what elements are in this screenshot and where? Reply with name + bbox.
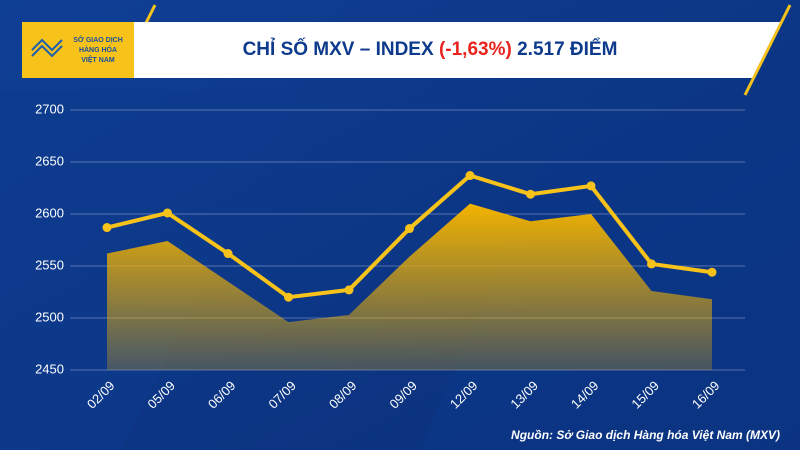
point xyxy=(284,292,293,302)
point xyxy=(707,267,717,277)
y-tick-label: 2700 xyxy=(35,101,64,116)
title-banner xyxy=(22,22,780,78)
point xyxy=(526,189,535,199)
point xyxy=(344,285,354,295)
point xyxy=(465,171,475,181)
title-change: (-1,63%) xyxy=(439,39,512,60)
area xyxy=(107,203,712,370)
point xyxy=(223,249,233,259)
y-tick-label: 2450 xyxy=(35,361,64,376)
y-tick-label: 2600 xyxy=(35,205,64,220)
point xyxy=(586,181,596,191)
y-tick-label: 2500 xyxy=(35,309,64,324)
point xyxy=(102,223,112,233)
title-main: CHỈ SỐ MXV – INDEX xyxy=(243,38,434,60)
logo-text: SỞ GIAO DỊCH xyxy=(73,35,123,44)
chart-title: CHỈ SỐ MXV – INDEX (-1,63%) 2.517 ĐIỂM xyxy=(243,38,618,60)
decor-stripe xyxy=(743,4,792,96)
point xyxy=(163,208,172,218)
source-note: Nguồn: Sở Giao dịch Hàng hóa Việt Nam (M… xyxy=(511,428,780,442)
logo-box xyxy=(22,22,134,78)
y-tick-label: 2650 xyxy=(35,153,64,168)
title-value: 2.517 ĐIỂM xyxy=(517,38,617,60)
logo-text: VIỆT NAM xyxy=(81,55,115,64)
logo-text: HÀNG HÓA xyxy=(79,45,117,54)
point xyxy=(405,224,414,234)
y-tick-label: 2550 xyxy=(35,257,64,272)
logo-mark xyxy=(31,38,63,58)
point xyxy=(647,259,656,269)
